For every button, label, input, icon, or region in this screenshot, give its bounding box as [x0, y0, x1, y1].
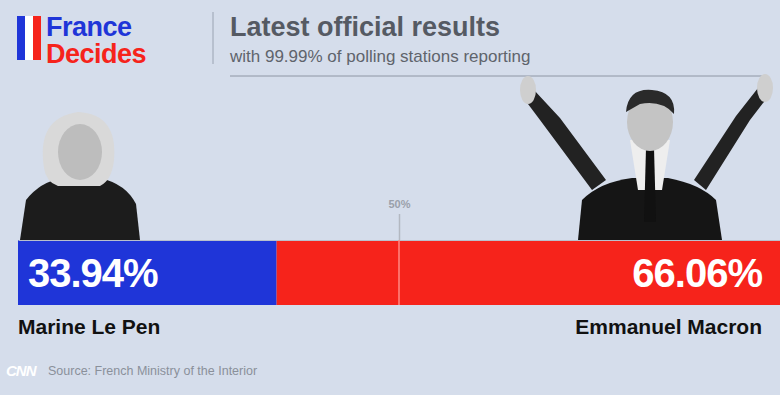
title: Latest official results [230, 12, 500, 42]
bar-segment [277, 240, 780, 305]
tick-label: 50% [388, 198, 410, 210]
bar-segment [18, 240, 277, 305]
logo: CNN [6, 362, 38, 379]
candidate-name: Marine Le Pen [18, 315, 160, 338]
portrait-body [20, 178, 140, 240]
separator [213, 12, 214, 64]
portrait-arm [522, 90, 606, 190]
tick-mark [399, 214, 401, 240]
tick-through [399, 240, 400, 305]
data-labels: 33.94% 66.06% [28, 251, 762, 295]
brand-line-2: Decides [46, 39, 146, 69]
portrait-hair [626, 90, 674, 114]
candidate-name: Emmanuel Macron [575, 315, 762, 338]
flag-white [25, 16, 33, 60]
tick: 50% [388, 198, 410, 240]
flag-blue [17, 16, 25, 60]
header-rule [230, 76, 762, 77]
chart: FranceDecides Latest official results with… [0, 0, 780, 395]
background [0, 0, 780, 395]
portrait-hand [520, 76, 536, 104]
header: FranceDecides Latest official results with… [17, 12, 762, 76]
portrait-arm [694, 88, 770, 190]
portrait-tie [644, 148, 656, 222]
x-axis: 50% [19, 198, 780, 241]
subtitle: with 99.99% of polling stations reportin… [229, 47, 531, 66]
portrait-face [58, 124, 102, 180]
brand-line-1: France [46, 12, 132, 42]
source: Source: French Ministry of the Interior [48, 364, 257, 378]
data-label: 66.06% [632, 251, 762, 295]
portraits [20, 74, 773, 240]
bars [18, 240, 780, 305]
portrait-hair [43, 112, 115, 186]
tick-line [398, 240, 400, 305]
flag-red [33, 16, 41, 60]
candidate-names: Marine Le Pen Emmanuel Macron [18, 315, 762, 338]
data-label: 33.94% [28, 251, 158, 295]
portrait-hand [757, 74, 773, 102]
